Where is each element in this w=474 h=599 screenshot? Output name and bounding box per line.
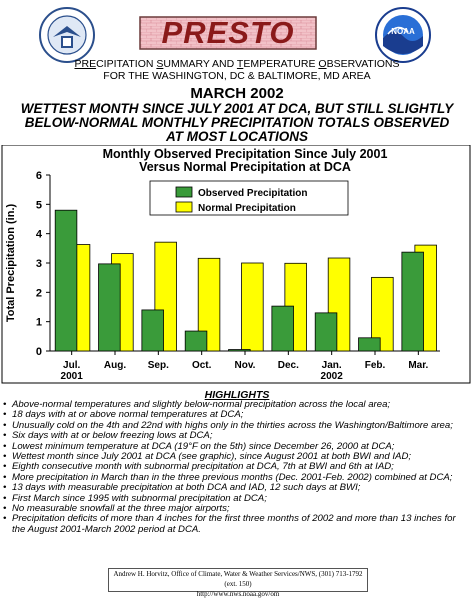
legend-label: Observed Precipitation — [198, 188, 307, 199]
footer-credit: Andrew H. Horvitz, Office of Climate, Wa… — [108, 568, 368, 598]
highlight-item: Precipitation deficits of more than 4 in… — [0, 514, 468, 535]
noaa-emblem-icon — [375, 7, 431, 63]
highlights-list: Above-normal temperatures and slightly b… — [0, 399, 468, 535]
chart-title: Monthly Observed Precipitation Since Jul… — [103, 147, 388, 161]
x-tick-label: Jul. — [63, 360, 80, 371]
x-tick-label: Feb. — [365, 360, 386, 371]
noaa-logo-icon: NOAA — [374, 6, 432, 64]
x-tick-label: Dec. — [278, 360, 299, 371]
y-tick-label: 2 — [36, 287, 42, 299]
observed-precip-bar — [184, 330, 208, 352]
chart-subtitle: Versus Normal Precipitation at DCA — [139, 160, 351, 174]
logo-background-icon — [139, 16, 317, 50]
presto-logo-text: PRESTO — [161, 15, 295, 50]
legend-label: Normal Precipitation — [198, 203, 296, 214]
normal-precip-bar — [197, 257, 221, 352]
x-tick-label: Oct. — [192, 360, 212, 371]
footer-url[interactable]: http://www.nws.noaa.gov/om — [196, 590, 280, 598]
headline-line1: WETTEST MONTH SINCE JULY 2001 AT DCA, BU… — [20, 101, 454, 116]
observed-precip-bar — [271, 305, 294, 352]
x-tick-label: Nov. — [235, 360, 256, 371]
observed-precip-bar — [54, 209, 78, 352]
y-tick-label: 3 — [36, 258, 42, 270]
y-axis-label: Total Precipitation (in.) — [5, 203, 17, 322]
department-of-commerce-seal-icon — [39, 7, 95, 63]
highlight-item: First March since 1995 with subnormal pr… — [0, 493, 468, 505]
highlight-item: 13 days with measurable precipitation at… — [0, 482, 468, 494]
highlight-item: Six days with at or below freezing lows … — [0, 430, 468, 442]
observed-precip-bar — [228, 349, 251, 352]
highlight-item: 18 days with at or above normal temperat… — [0, 409, 468, 421]
normal-precip-bar — [241, 262, 264, 352]
highlight-item: Unusually cold on the 4th and 22nd with … — [0, 420, 468, 432]
observed-precip-bar — [98, 263, 121, 352]
month-title: MARCH 2002 — [190, 85, 284, 102]
x-tick-label: Mar. — [408, 360, 428, 371]
normal-precip-bar — [371, 276, 394, 352]
y-tick-label: 4 — [36, 229, 43, 241]
highlight-item: Wettest month since July 2001 at DCA (se… — [0, 451, 468, 463]
noaa-logo-text: NOAA — [391, 27, 415, 36]
highlight-item: Lowest minimum temperature at DCA (19°F … — [0, 441, 468, 453]
observed-precip-bar — [358, 337, 381, 352]
plot-area: 0 1 2 3 4 5 6 Jul.2001 Aug. Sep. Oct. Nov. Dec. Jan.2… — [36, 170, 440, 382]
legend-swatch — [175, 201, 193, 213]
x-tick-sublabel: 2002 — [321, 371, 344, 382]
observed-precip-bar — [401, 251, 424, 352]
footer-credit-line1: Andrew H. Horvitz, Office of Climate, Wa… — [113, 570, 363, 588]
highlight-item: More precipitation in March than in the … — [0, 472, 468, 484]
x-tick-label: Jan. — [322, 360, 342, 371]
observed-precip-bar — [141, 309, 164, 352]
report-title-line2: FOR THE WASHINGTON, DC & BALTIMORE, MD A… — [103, 70, 371, 82]
y-tick-label: 0 — [36, 346, 42, 358]
highlight-item: Above-normal temperatures and slightly b… — [0, 399, 468, 411]
x-tick-label: Sep. — [148, 360, 169, 371]
highlight-item: Eighth consecutive month with subnormal … — [0, 462, 468, 474]
observed-precip-bar — [314, 312, 338, 352]
presto-logo: PRESTO — [136, 14, 320, 52]
legend-swatch — [175, 186, 193, 198]
y-tick-label: 1 — [36, 317, 42, 329]
precipitation-chart: Monthly Observed Precipitation Since Jul… — [1, 145, 471, 384]
headline-line2: BELOW-NORMAL MONTHLY PRECIPITATION TOTAL… — [24, 115, 450, 130]
highlights-title: HIGHLIGHTS — [204, 389, 270, 401]
y-tick-label: 5 — [36, 199, 42, 211]
report-title-line1: PRECIPITATION SUMMARY AND TEMPERATURE OB… — [74, 58, 400, 70]
x-tick-label: Aug. — [104, 360, 126, 371]
headline-line3: AT MOST LOCATIONS — [166, 129, 308, 144]
y-tick-label: 6 — [36, 170, 42, 182]
x-tick-sublabel: 2001 — [61, 371, 84, 382]
highlight-item: No measurable snowfall at the three majo… — [0, 503, 468, 515]
